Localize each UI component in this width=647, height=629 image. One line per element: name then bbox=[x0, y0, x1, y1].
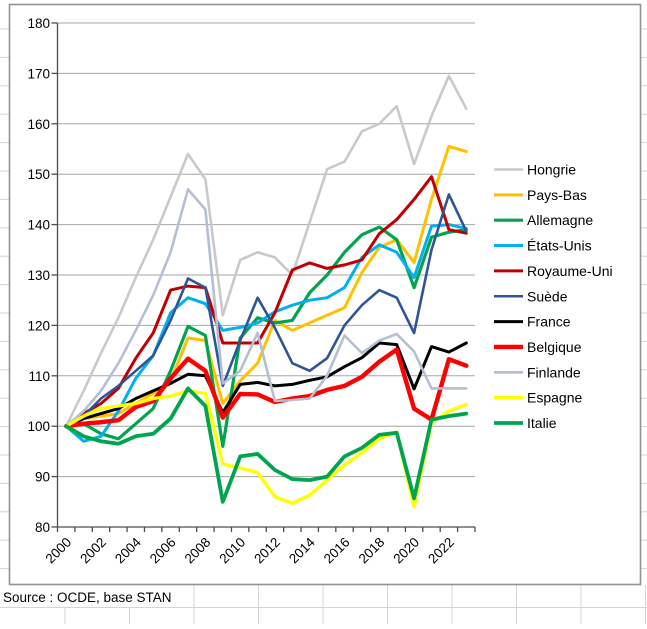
chart-frame bbox=[8, 3, 642, 586]
y-axis-label: 140 bbox=[27, 218, 50, 233]
series-line-finlande bbox=[64, 188, 468, 428]
y-axis-label: 80 bbox=[35, 520, 50, 535]
legend-label: Allemagne bbox=[527, 212, 593, 228]
series-line-tats-unis bbox=[64, 223, 468, 443]
y-axis-label: 150 bbox=[27, 167, 50, 182]
y-axis-label: 130 bbox=[27, 268, 50, 283]
y-axis-label: 180 bbox=[27, 16, 50, 31]
y-axis-label: 160 bbox=[27, 117, 50, 132]
series-line-sude bbox=[64, 193, 468, 428]
legend-label: Italie bbox=[527, 415, 557, 431]
legend-label: Espagne bbox=[527, 390, 582, 406]
y-axis-label: 100 bbox=[27, 419, 50, 434]
legend-label: Finlande bbox=[527, 364, 581, 380]
series-line-allemagne bbox=[64, 225, 468, 448]
legend-label: Belgique bbox=[527, 339, 582, 355]
series-line-italie bbox=[64, 386, 469, 504]
legend-label: Royaume-Uni bbox=[527, 263, 613, 279]
legend-label: Pays-Bas bbox=[527, 187, 587, 203]
legend-label: Suède bbox=[527, 288, 568, 304]
y-axis-label: 110 bbox=[28, 369, 50, 384]
legend-label: États-Unis bbox=[527, 238, 592, 254]
series-line-royaume-uni bbox=[64, 175, 468, 428]
source-text: Source : OCDE, base STAN bbox=[3, 590, 172, 605]
y-axis-label: 170 bbox=[27, 66, 50, 81]
series-line-hongrie bbox=[64, 74, 468, 428]
series-line-belgique bbox=[63, 347, 469, 429]
y-axis-label: 120 bbox=[27, 318, 50, 333]
legend-label: France bbox=[527, 314, 571, 330]
legend-label: Hongrie bbox=[527, 162, 576, 178]
y-axis-label: 90 bbox=[35, 470, 50, 485]
